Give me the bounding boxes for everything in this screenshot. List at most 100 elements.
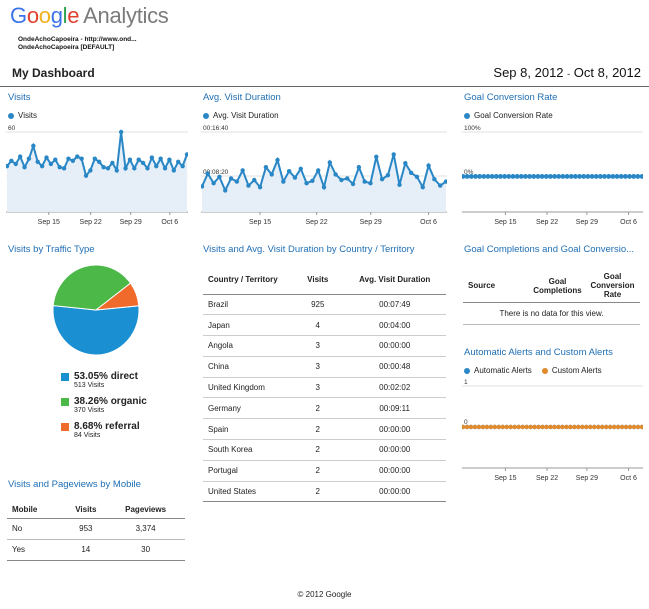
- data-point: [627, 174, 632, 179]
- visits-legend-dot: [8, 112, 14, 119]
- col-mobile[interactable]: Mobile: [12, 505, 38, 515]
- goal-completions-widget-title[interactable]: Goal Completions and Goal Conversio...: [464, 244, 635, 255]
- data-point: [83, 173, 89, 178]
- col-goal-conversion-rate[interactable]: Goal Conversion Rate: [590, 272, 635, 300]
- data-point: [572, 424, 577, 430]
- data-point: [464, 174, 470, 179]
- country-widget-title[interactable]: Visits and Avg. Visit Duration by Countr…: [203, 244, 415, 255]
- visits-cell: 3: [315, 341, 320, 351]
- legend-item-direct: 53.05% direct 513 Visits: [61, 371, 147, 389]
- data-point: [44, 155, 49, 160]
- table-row[interactable]: China 3 00:00:48: [203, 356, 446, 378]
- data-point: [512, 424, 517, 430]
- x-tick-label: Sep 22: [536, 475, 558, 482]
- table-row[interactable]: Portugal 2 00:00:00: [203, 460, 446, 482]
- visits-widget-title[interactable]: Visits: [8, 92, 31, 103]
- visits-cell: 2: [315, 445, 320, 455]
- data-point: [528, 424, 533, 430]
- data-point: [257, 185, 263, 190]
- visits-legend: Visits: [8, 111, 37, 120]
- x-tick-label: Sep 15: [494, 219, 516, 226]
- data-point: [473, 174, 478, 179]
- data-point: [57, 165, 62, 170]
- data-point: [577, 174, 582, 179]
- data-point: [145, 166, 150, 171]
- data-point: [477, 174, 483, 179]
- table-row[interactable]: United Kingdom 3 00:02:02: [203, 377, 446, 398]
- country-cell: Angola: [208, 341, 233, 351]
- alerts-widget-title[interactable]: Automatic Alerts and Custom Alerts: [464, 347, 613, 358]
- data-point: [622, 174, 628, 179]
- duration-widget-title[interactable]: Avg. Visit Duration: [203, 92, 281, 103]
- duration-cell: 00:00:00: [379, 424, 411, 434]
- data-point: [520, 424, 525, 430]
- date-range[interactable]: Sep 8, 2012 - Oct 8, 2012: [493, 65, 641, 80]
- data-point: [35, 159, 40, 165]
- table-row[interactable]: No 953 3,374: [7, 518, 185, 539]
- data-point: [281, 179, 286, 184]
- country-cell: Portugal: [208, 466, 238, 476]
- mobile-widget-title[interactable]: Visits and Pageviews by Mobile: [8, 479, 141, 490]
- country-cell: Germany: [208, 403, 241, 413]
- table-row[interactable]: Brazil 925 00:07:49: [203, 294, 446, 315]
- data-point: [607, 424, 613, 430]
- col-duration[interactable]: Avg. Visit Duration: [359, 275, 431, 285]
- y-tick-label: 00:08:20: [203, 169, 229, 176]
- table-row[interactable]: Japan 4 00:04:00: [203, 315, 446, 336]
- visits-legend-label: Visits: [18, 111, 37, 120]
- data-point: [596, 424, 601, 430]
- data-point: [269, 172, 274, 177]
- col-goal-completions[interactable]: Goal Completions: [533, 276, 582, 295]
- data-point: [514, 174, 520, 179]
- table-row[interactable]: United States 2 00:00:00: [203, 481, 446, 502]
- x-tick-label: Oct 6: [420, 219, 437, 226]
- data-point: [584, 424, 589, 430]
- data-point: [304, 181, 309, 186]
- table-row[interactable]: Germany 2 00:09:11: [203, 398, 446, 419]
- goal-completions-table: Source Goal Completions Goal Conversion …: [463, 270, 640, 325]
- data-point: [162, 166, 168, 171]
- data-point: [592, 424, 597, 430]
- x-tick-label: Sep 15: [249, 219, 271, 226]
- table-row[interactable]: Yes 14 30: [7, 539, 185, 560]
- col-country[interactable]: Country / Territory: [208, 275, 278, 285]
- data-point: [540, 424, 545, 430]
- y-tick-label: 1: [464, 379, 468, 386]
- data-point: [101, 165, 106, 170]
- data-point: [504, 424, 509, 430]
- data-point: [79, 156, 84, 161]
- data-point: [9, 158, 14, 163]
- pie-slice-direct: [52, 305, 140, 356]
- data-point: [403, 161, 408, 166]
- goal-rate-chart: 100% 0% Sep 15 Sep 22 Sep 29 Oct 6: [462, 125, 643, 226]
- col-source[interactable]: Source: [468, 281, 496, 291]
- data-point: [310, 178, 315, 183]
- pie-slice-referral: [94, 282, 140, 311]
- data-point: [580, 424, 585, 430]
- table-row[interactable]: South Korea 2 00:00:00: [203, 440, 446, 461]
- data-point: [201, 184, 205, 189]
- x-tick-label: Oct 6: [620, 219, 637, 226]
- table-row[interactable]: Angola 3 00:00:00: [203, 336, 446, 357]
- data-point: [606, 174, 612, 179]
- col-visits[interactable]: Visits: [307, 275, 329, 285]
- data-point: [26, 156, 32, 161]
- col-mobile-visits[interactable]: Visits: [75, 505, 97, 515]
- x-tick-label: Sep 29: [360, 219, 382, 226]
- data-point: [564, 174, 570, 179]
- header-divider: [0, 86, 649, 87]
- traffic-widget-title[interactable]: Visits by Traffic Type: [8, 244, 95, 255]
- data-point: [66, 156, 71, 161]
- data-point: [234, 179, 240, 184]
- data-point: [92, 156, 98, 161]
- data-point: [286, 169, 292, 174]
- data-point: [556, 174, 562, 179]
- goal-completions-header: Source Goal Completions Goal Conversion …: [463, 270, 640, 302]
- data-point: [176, 159, 181, 165]
- goal-rate-widget-title[interactable]: Goal Conversion Rate: [464, 92, 558, 103]
- country-cell: Spain: [208, 424, 229, 434]
- data-point: [493, 174, 499, 179]
- data-point: [154, 163, 159, 169]
- col-pageviews[interactable]: Pageviews: [125, 505, 167, 515]
- table-row[interactable]: Spain 2 00:00:00: [203, 419, 446, 440]
